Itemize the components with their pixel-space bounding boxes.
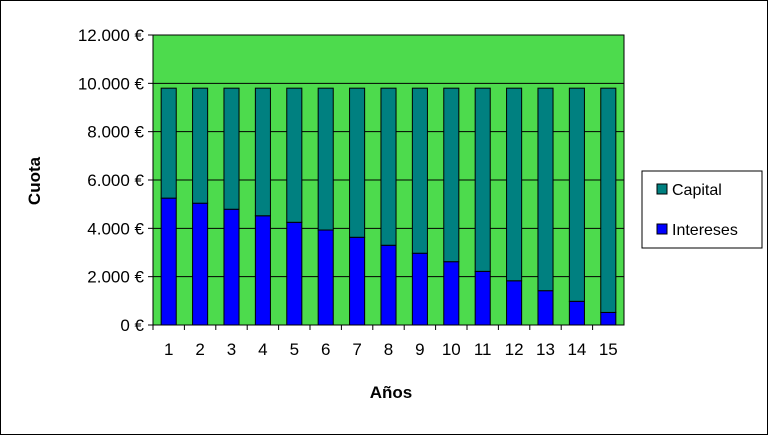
bar-capital-3 [223, 87, 240, 210]
y-tick-label: 2.000 € [87, 268, 144, 287]
bar-intereses-10 [443, 261, 460, 326]
bar-capital-14 [568, 87, 585, 302]
bar-intereses-8 [380, 244, 397, 326]
x-tick-label: 4 [258, 340, 267, 359]
bar-intereses-2 [192, 202, 209, 326]
bars [160, 87, 617, 326]
y-tick-label: 12.000 € [78, 26, 145, 45]
x-tick-label: 1 [164, 340, 173, 359]
bar-intereses-9 [411, 252, 428, 326]
x-tick-label: 8 [384, 340, 393, 359]
bar-intereses-6 [317, 229, 334, 326]
bar-intereses-15 [600, 311, 617, 326]
y-tick-label: 8.000 € [87, 123, 144, 142]
x-tick-label: 11 [474, 340, 492, 359]
legend-swatch-intereses [656, 223, 668, 235]
legend: Capital Intereses [641, 170, 763, 249]
bar-capital-11 [474, 87, 491, 272]
bar-intereses-4 [254, 215, 271, 326]
y-tick-label: 0 € [120, 316, 144, 335]
bar-intereses-11 [474, 270, 491, 326]
y-axis-ticks: 0 € 2.000 € 4.000 € 6.000 € 8.000 € 10.000 € 1… [78, 26, 153, 335]
bar-intereses-3 [223, 208, 240, 326]
bar-capital-1 [160, 87, 177, 199]
bar-capital-5 [286, 87, 303, 223]
bar-capital-10 [443, 87, 460, 263]
bar-intereses-12 [506, 280, 523, 326]
x-tick-label: 14 [567, 340, 586, 359]
legend-label-capital: Capital [672, 182, 722, 199]
bar-capital-15 [600, 87, 617, 313]
legend-label-intereses: Intereses [672, 222, 738, 239]
x-tick-label: 6 [321, 340, 330, 359]
x-tick-label: 3 [227, 340, 236, 359]
bar-capital-12 [506, 87, 523, 282]
x-tick-label: 5 [290, 340, 299, 359]
y-tick-label: 4.000 € [87, 219, 144, 238]
bar-capital-4 [254, 87, 271, 217]
x-tick-label: 15 [599, 340, 618, 359]
y-tick-label: 6.000 € [87, 171, 144, 190]
x-tick-label: 2 [195, 340, 204, 359]
bar-intereses-5 [286, 221, 303, 326]
x-axis-ticks: 1 2 3 4 5 6 7 8 9 10 11 12 13 14 15 [152, 325, 618, 359]
y-axis-title: Cuota [25, 156, 44, 205]
x-tick-label: 7 [352, 340, 361, 359]
bar-capital-2 [192, 87, 209, 204]
bar-intereses-7 [349, 236, 366, 326]
bar-intereses-13 [537, 290, 554, 326]
legend-swatch-capital [656, 183, 668, 195]
bar-intereses-14 [568, 300, 585, 326]
x-axis-title: Años [370, 383, 413, 402]
x-tick-label: 12 [505, 340, 524, 359]
bar-capital-7 [349, 87, 366, 238]
bar-capital-6 [317, 87, 334, 231]
x-tick-label: 10 [442, 340, 461, 359]
bar-intereses-1 [160, 197, 177, 326]
bar-capital-13 [537, 87, 554, 292]
x-tick-label: 9 [415, 340, 424, 359]
y-tick-label: 10.000 € [78, 74, 145, 93]
bar-capital-9 [411, 87, 428, 254]
bar-capital-8 [380, 87, 397, 246]
x-tick-label: 13 [536, 340, 555, 359]
